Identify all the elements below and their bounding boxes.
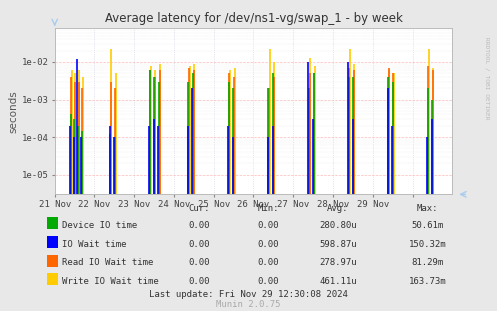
Text: 0.00: 0.00: [188, 240, 210, 248]
Text: 0.00: 0.00: [257, 221, 279, 230]
Text: Max:: Max:: [416, 204, 438, 213]
Text: 0.00: 0.00: [257, 277, 279, 286]
Text: Device IO time: Device IO time: [62, 221, 137, 230]
Text: 278.97u: 278.97u: [319, 258, 357, 267]
Text: 163.73m: 163.73m: [409, 277, 446, 286]
Text: Munin 2.0.75: Munin 2.0.75: [216, 300, 281, 309]
Text: 0.00: 0.00: [188, 277, 210, 286]
Text: 0.00: 0.00: [188, 258, 210, 267]
Text: Last update: Fri Nov 29 12:30:08 2024: Last update: Fri Nov 29 12:30:08 2024: [149, 290, 348, 299]
Text: IO Wait time: IO Wait time: [62, 240, 127, 248]
Text: 598.87u: 598.87u: [319, 240, 357, 248]
Text: 0.00: 0.00: [257, 240, 279, 248]
Y-axis label: seconds: seconds: [8, 90, 18, 132]
Text: Avg:: Avg:: [327, 204, 349, 213]
Text: 280.80u: 280.80u: [319, 221, 357, 230]
Text: 0.00: 0.00: [188, 221, 210, 230]
Text: Min:: Min:: [257, 204, 279, 213]
Text: Cur:: Cur:: [188, 204, 210, 213]
Text: 81.29m: 81.29m: [412, 258, 443, 267]
Text: 150.32m: 150.32m: [409, 240, 446, 248]
Text: 461.11u: 461.11u: [319, 277, 357, 286]
Text: 50.61m: 50.61m: [412, 221, 443, 230]
Text: 0.00: 0.00: [257, 258, 279, 267]
Title: Average latency for /dev/ns1-vg/swap_1 - by week: Average latency for /dev/ns1-vg/swap_1 -…: [104, 12, 403, 26]
Text: Read IO Wait time: Read IO Wait time: [62, 258, 154, 267]
Text: Write IO Wait time: Write IO Wait time: [62, 277, 159, 286]
Text: RRDTOOL / TOBI OETIKER: RRDTOOL / TOBI OETIKER: [485, 37, 490, 120]
